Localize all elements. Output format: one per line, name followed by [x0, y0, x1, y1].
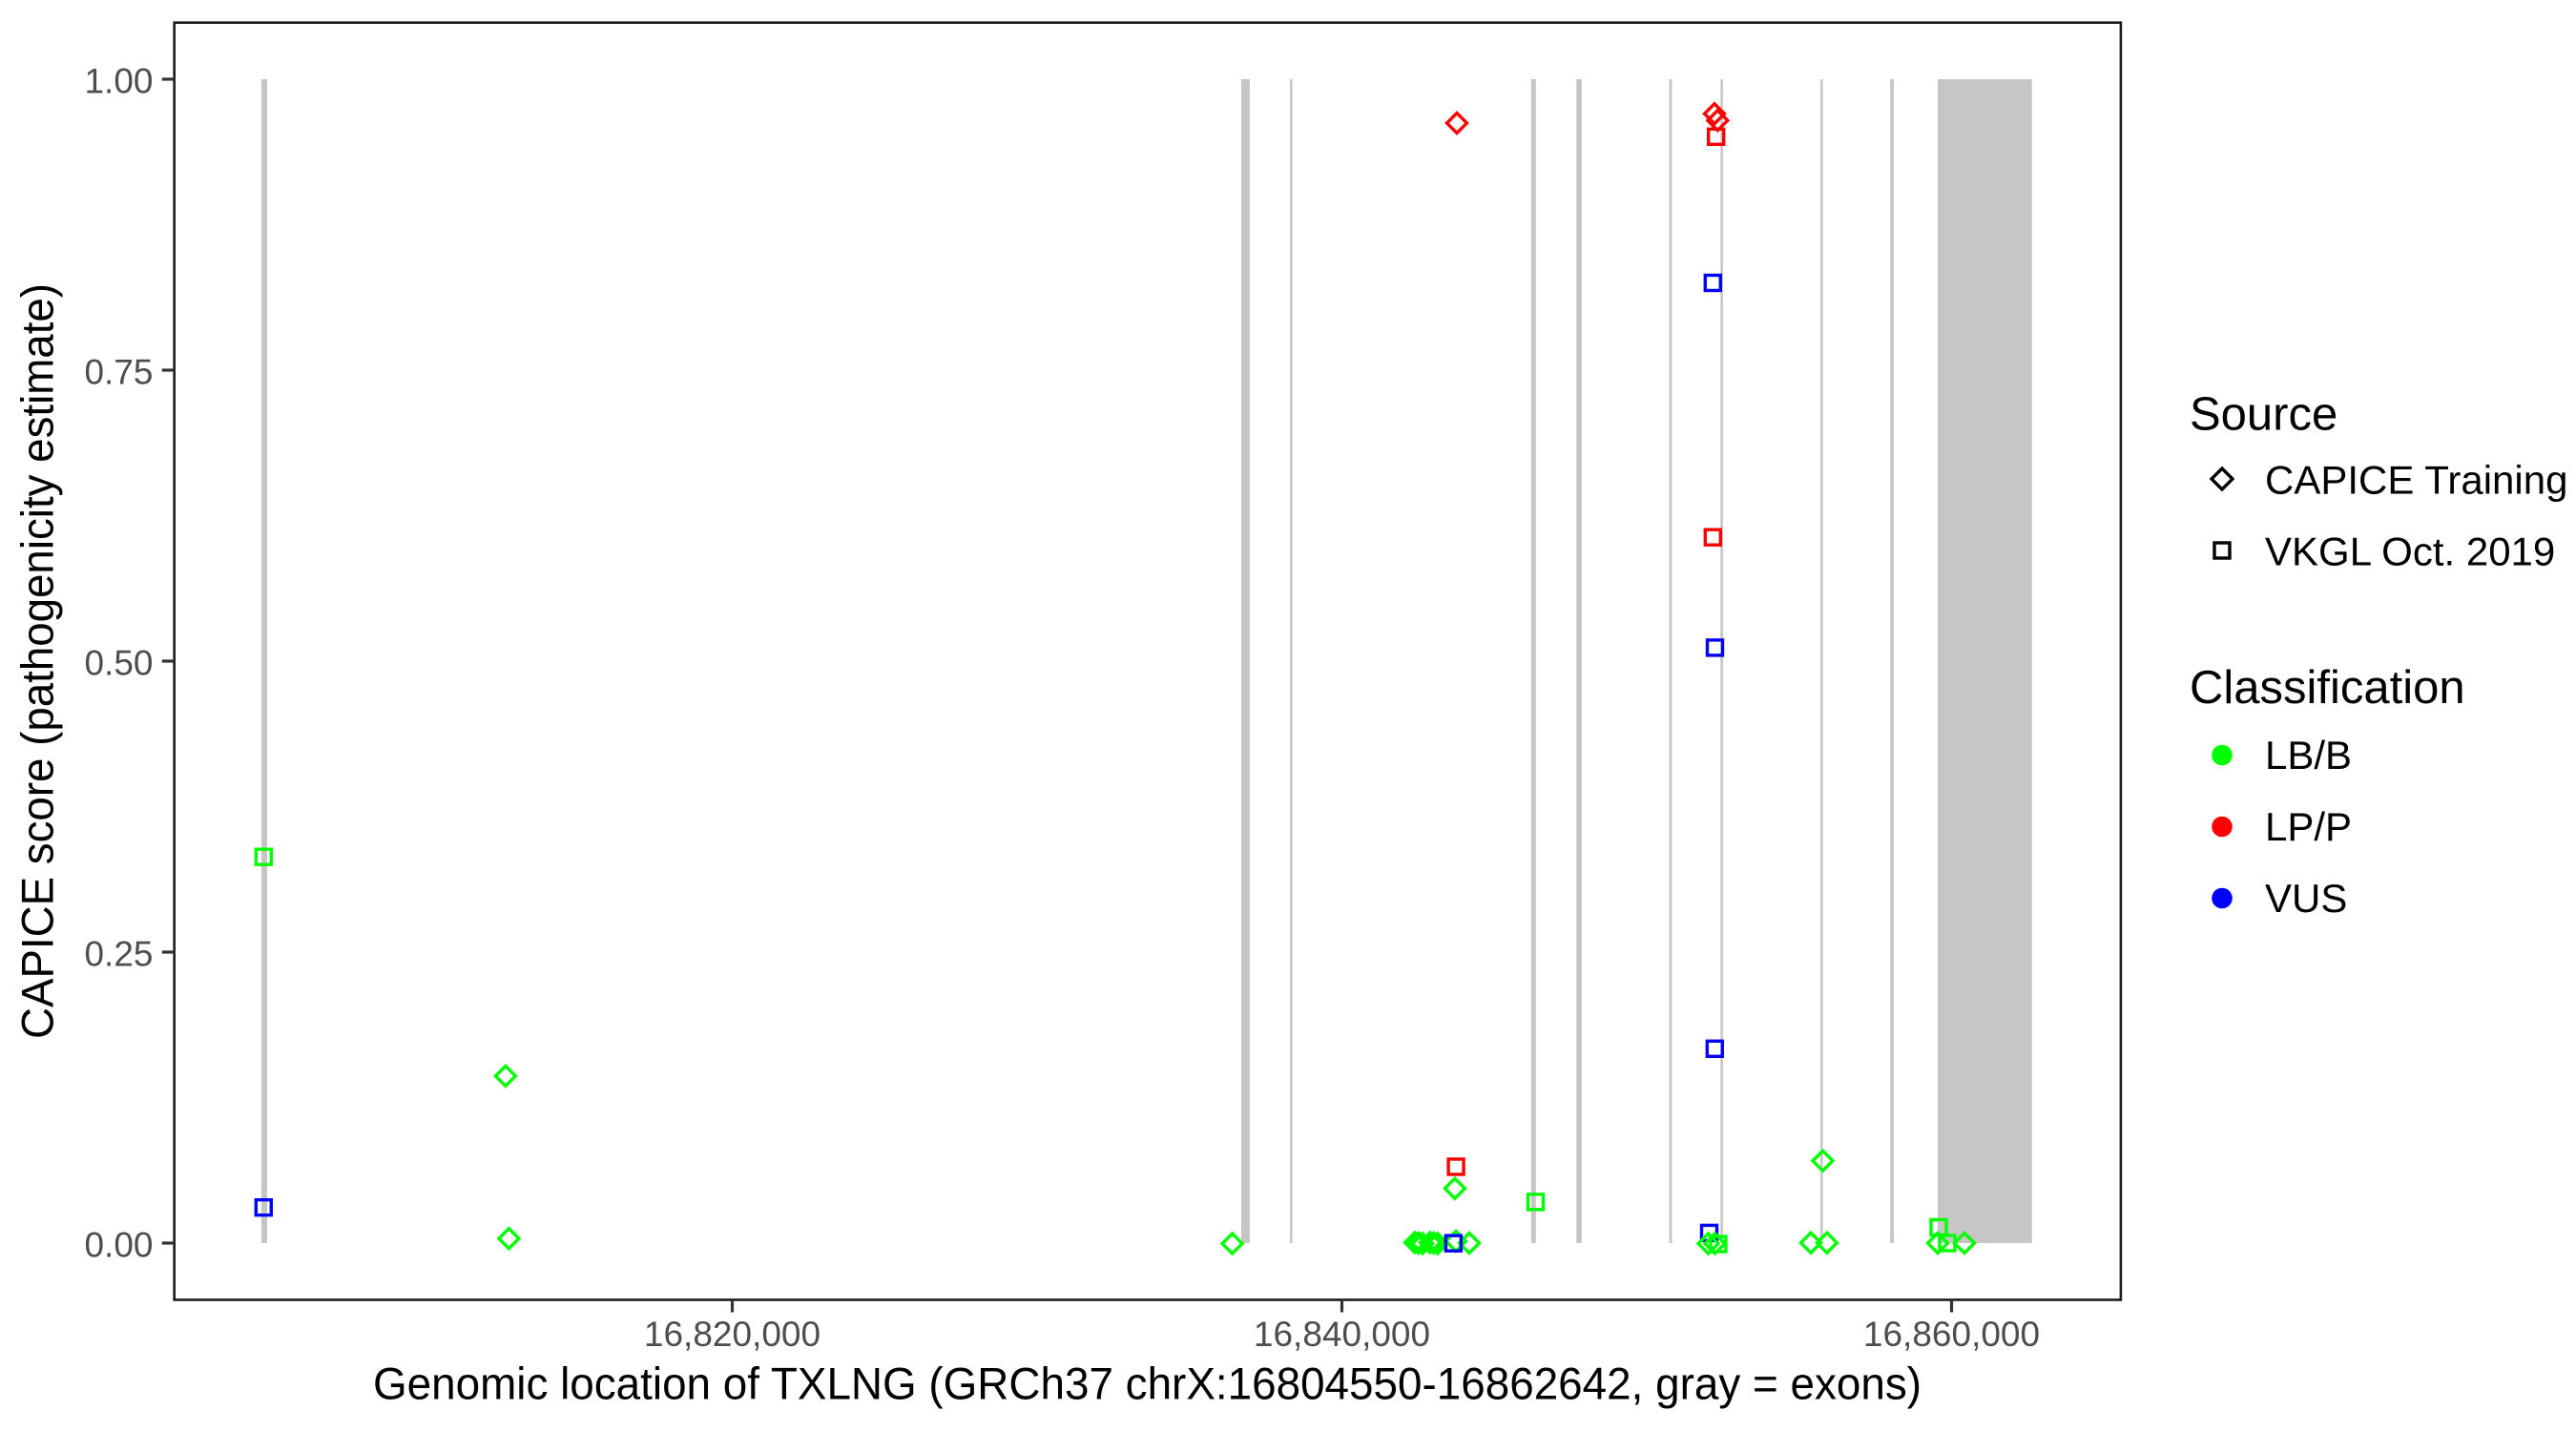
- svg-text:16,840,000: 16,840,000: [1254, 1315, 1430, 1354]
- svg-text:Source: Source: [2190, 389, 2337, 441]
- svg-text:16,820,000: 16,820,000: [644, 1315, 821, 1354]
- svg-text:0.75: 0.75: [84, 353, 153, 392]
- svg-text:LB/B: LB/B: [2265, 733, 2352, 778]
- svg-text:Classification: Classification: [2190, 662, 2465, 714]
- svg-text:CAPICE score (pathogenicity es: CAPICE score (pathogenicity estimate): [12, 283, 63, 1039]
- svg-text:1.00: 1.00: [84, 62, 153, 101]
- svg-text:0.00: 0.00: [84, 1226, 153, 1265]
- svg-text:VKGL Oct. 2019: VKGL Oct. 2019: [2265, 529, 2555, 574]
- svg-text:Genomic location of TXLNG (GRC: Genomic location of TXLNG (GRCh37 chrX:1…: [373, 1358, 1922, 1409]
- svg-text:0.25: 0.25: [84, 935, 153, 974]
- svg-text:VUS: VUS: [2265, 876, 2347, 921]
- svg-text:16,860,000: 16,860,000: [1863, 1315, 2040, 1354]
- svg-text:LP/P: LP/P: [2265, 804, 2352, 849]
- svg-text:0.50: 0.50: [84, 644, 153, 683]
- svg-text:CAPICE Training: CAPICE Training: [2265, 458, 2567, 503]
